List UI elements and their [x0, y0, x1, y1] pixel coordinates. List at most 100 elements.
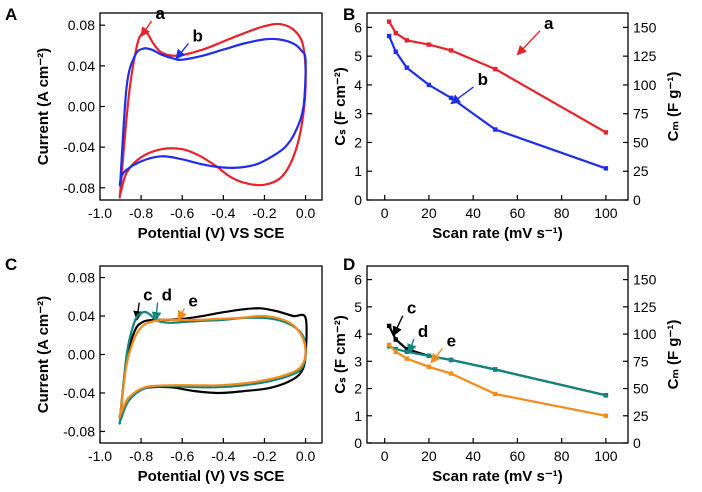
y2-tick-label: 75: [633, 106, 649, 122]
y2-axis-title: Cₘ (F g⁻¹): [665, 72, 682, 142]
y2-tick-label: 50: [633, 134, 649, 150]
curve-label-c: c: [407, 299, 416, 318]
curve-label-arrow-a: [516, 30, 541, 56]
y-tick-label: 4: [354, 77, 362, 93]
y-tick-label: -0.08: [63, 423, 95, 439]
y-tick-label: 1: [354, 408, 362, 424]
data-point-b: [393, 49, 398, 55]
y-tick-label: 3: [354, 106, 362, 122]
y-tick-label: 0.04: [68, 308, 95, 324]
y-tick-label: -0.08: [63, 180, 95, 196]
data-point-b: [493, 127, 498, 132]
x-tick-label: -0.2: [252, 448, 276, 464]
data-point-d: [448, 357, 454, 363]
curve-label-arrow-b: [175, 43, 190, 60]
y-tick-label: -0.04: [63, 139, 95, 155]
y-tick-label: 4: [354, 326, 362, 342]
panel-letter: A: [5, 5, 17, 24]
y-tick-label: 5: [354, 48, 362, 64]
y-tick-label: 5: [354, 299, 362, 315]
data-point-a: [493, 66, 498, 72]
curve-label-arrow-c: [392, 315, 404, 337]
data-point-d: [426, 353, 432, 359]
x-tick-label: 40: [465, 448, 481, 464]
y-tick-label: -0.04: [63, 385, 95, 401]
y2-tick-label: 75: [633, 353, 649, 369]
x-tick-label: 60: [510, 448, 526, 464]
y-tick-label: 1: [354, 163, 362, 179]
curve-label-arrow-d: [407, 338, 417, 355]
plot-frame: [366, 12, 629, 201]
series-line-d: [118, 310, 307, 425]
y2-tick-label: 25: [633, 408, 649, 424]
plot-frame: [99, 265, 323, 444]
x-axis-title: Potential (V) VS SCE: [138, 225, 285, 242]
y-tick-label: 0: [354, 192, 362, 208]
y2-tick-label: 150: [633, 19, 657, 35]
x-tick-label: 0.0: [296, 205, 316, 221]
y2-tick-label: 100: [633, 77, 657, 93]
series-line-e: [118, 314, 307, 419]
curve-label-e: e: [447, 331, 456, 350]
x-tick-label: -1.0: [88, 205, 112, 221]
y-tick-label: 0.08: [68, 17, 95, 33]
y-tick-label: 0.08: [68, 270, 95, 286]
curve-label-e: e: [188, 291, 197, 310]
panel-c: C -1.0 -0.8 -0.6 -0.4 -0.2 0.0 -0.08 -0.04 0.00 0.…: [5, 255, 323, 485]
curve-label-d: d: [418, 322, 428, 341]
y-tick-label: 6: [354, 19, 362, 35]
data-point-a: [386, 19, 392, 24]
panel-b: B0 20 40 60 80 10001234560255075100125150Scan…: [332, 5, 682, 242]
curve-label-arrow-e: [177, 308, 187, 321]
data-point-e: [493, 391, 498, 397]
data-point-b: [603, 166, 609, 171]
data-point-d: [493, 367, 498, 372]
curve-label-d: d: [162, 286, 172, 305]
y2-tick-label: 0: [633, 192, 641, 208]
data-point-a: [404, 38, 410, 43]
curve-label-arrow-d: [151, 302, 162, 322]
y2-tick-label: 125: [633, 299, 657, 315]
data-point-e: [426, 364, 432, 369]
series-line-b: [118, 37, 307, 187]
x-tick-label: 0.0: [296, 448, 316, 464]
x-tick-label: -0.4: [211, 448, 235, 464]
curve-label-b: b: [193, 26, 203, 45]
series-line-d: [388, 345, 607, 397]
data-point-c: [404, 346, 410, 352]
curve-label-b: b: [478, 70, 488, 89]
panel-letter: D: [343, 255, 355, 274]
data-point-e: [404, 356, 410, 361]
y2-tick-label: 125: [633, 48, 657, 64]
y2-tick-label: 25: [633, 163, 649, 179]
panel-d: D0 20 40 60 80 10001234560255075100125150Scan…: [332, 255, 682, 485]
y2-tick-label: 150: [633, 272, 657, 288]
x-tick-label: 20: [421, 205, 437, 221]
curve-label-c: c: [143, 286, 152, 305]
data-point-b: [448, 95, 454, 101]
data-point-d: [603, 393, 609, 398]
x-axis-title: Scan rate (mV s⁻¹): [432, 225, 562, 242]
data-point-b: [426, 82, 432, 88]
y2-tick-label: 50: [633, 381, 649, 397]
x-axis-title: Potential (V) VS SCE: [138, 468, 285, 485]
x-axis-title: Scan rate (mV s⁻¹): [432, 468, 562, 485]
y2-tick-label: 0: [633, 435, 641, 451]
data-point-b: [404, 65, 410, 70]
data-point-a: [393, 30, 398, 36]
panel-letter: C: [5, 255, 17, 274]
x-tick-label: 80: [554, 205, 570, 221]
x-tick-label: 100: [594, 448, 618, 464]
curve-label-arrow-e: [430, 347, 444, 364]
x-tick-label: -0.2: [252, 205, 276, 221]
x-tick-label: -0.6: [170, 205, 194, 221]
y-tick-label: 2: [354, 381, 362, 397]
data-point-b: [386, 33, 392, 39]
data-point-c: [393, 337, 398, 342]
y-tick-label: 3: [354, 353, 362, 369]
x-tick-label: -0.8: [129, 448, 153, 464]
x-tick-label: -1.0: [88, 448, 112, 464]
data-point-e: [603, 413, 609, 418]
data-point-a: [603, 130, 609, 135]
